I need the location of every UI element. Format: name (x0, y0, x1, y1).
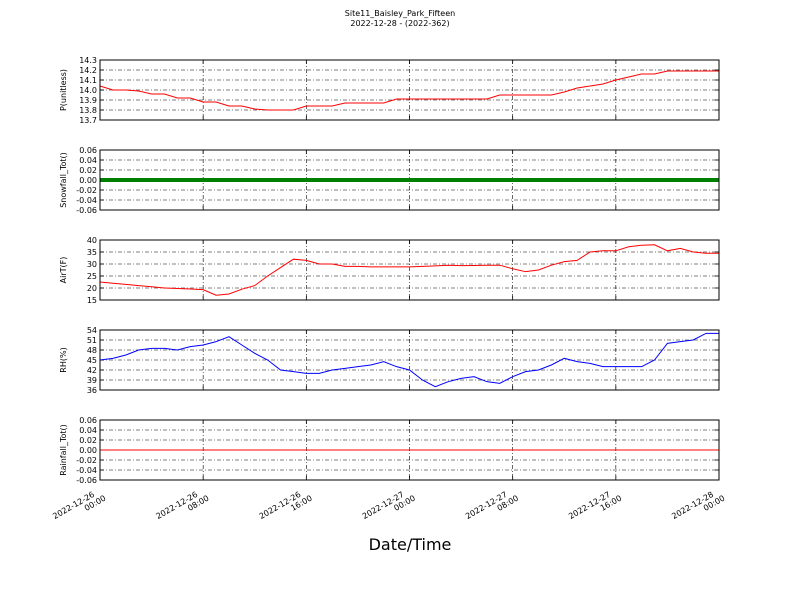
x-tick-label: 2022-12-2708:00 (464, 486, 520, 529)
data-line (99, 70, 719, 111)
x-axis-label: Date/Time (369, 535, 452, 554)
y-tick-label: 0.00 (79, 446, 97, 455)
y-tick-label: 30 (87, 260, 97, 269)
plot-frame (99, 239, 720, 301)
y-tick-label: 0.04 (79, 426, 97, 435)
y-tick-label: 25 (87, 272, 97, 281)
y-tick-label: 51 (87, 336, 97, 345)
plot-frame (99, 329, 720, 391)
data-line (99, 332, 719, 388)
y-tick-label: 48 (87, 346, 97, 355)
y-tick-label: -0.06 (76, 476, 97, 485)
y-tick-label: 20 (87, 284, 97, 293)
y-tick-label: 36 (87, 386, 97, 395)
x-tick-label: 2022-12-2800:00 (670, 486, 726, 529)
y-axis-label: AirT(F) (59, 257, 68, 284)
y-tick-label: 15 (87, 296, 97, 305)
y-tick-label: 45 (87, 356, 97, 365)
y-axis-label: Rainfall_Tot() (59, 424, 68, 476)
y-axis-label: P(unitless) (59, 69, 68, 111)
x-tick-label: 2022-12-2600:00 (51, 486, 107, 529)
y-tick-label: -0.02 (76, 186, 97, 195)
y-tick-label: -0.04 (76, 196, 97, 205)
y-tick-label: 0.06 (79, 146, 97, 155)
y-tick-label: 14.3 (79, 56, 97, 65)
x-tick-label: 2022-12-2616:00 (258, 486, 314, 529)
y-tick-label: 14.1 (79, 76, 97, 85)
y-tick-label: 0.04 (79, 156, 97, 165)
y-axis-label: Snowfall_Tot() (59, 152, 68, 208)
plot-frame (99, 149, 720, 211)
y-tick-label: 13.7 (79, 116, 97, 125)
x-tick-label: 2022-12-2700:00 (361, 486, 417, 529)
y-tick-label: 0.02 (79, 436, 97, 445)
y-tick-label: -0.06 (76, 206, 97, 215)
y-tick-label: 42 (87, 366, 97, 375)
y-tick-label: 14.2 (79, 66, 97, 75)
y-tick-label: -0.02 (76, 456, 97, 465)
y-tick-label: 39 (87, 376, 97, 385)
y-tick-label: 40 (87, 236, 97, 245)
y-tick-label: 54 (87, 326, 97, 335)
y-tick-label: 13.8 (79, 106, 97, 115)
data-line (99, 244, 719, 296)
x-tick-label: 2022-12-2608:00 (154, 486, 210, 529)
y-tick-label: 0.00 (79, 176, 97, 185)
y-tick-label: 13.9 (79, 96, 97, 105)
y-tick-label: 0.06 (79, 416, 97, 425)
y-tick-label: 14.0 (79, 86, 97, 95)
chart-title: Site11_Baisley_Park_Fifteen (345, 9, 455, 18)
y-tick-label: 35 (87, 248, 97, 257)
x-tick-label: 2022-12-2716:00 (567, 486, 623, 529)
y-tick-label: -0.04 (76, 466, 97, 475)
y-tick-label: 0.02 (79, 166, 97, 175)
plot-frame (99, 59, 720, 121)
plot-frame (99, 419, 720, 481)
chart-subtitle: 2022-12-28 - (2022-362) (350, 19, 449, 28)
y-axis-label: RH(%) (59, 347, 68, 372)
